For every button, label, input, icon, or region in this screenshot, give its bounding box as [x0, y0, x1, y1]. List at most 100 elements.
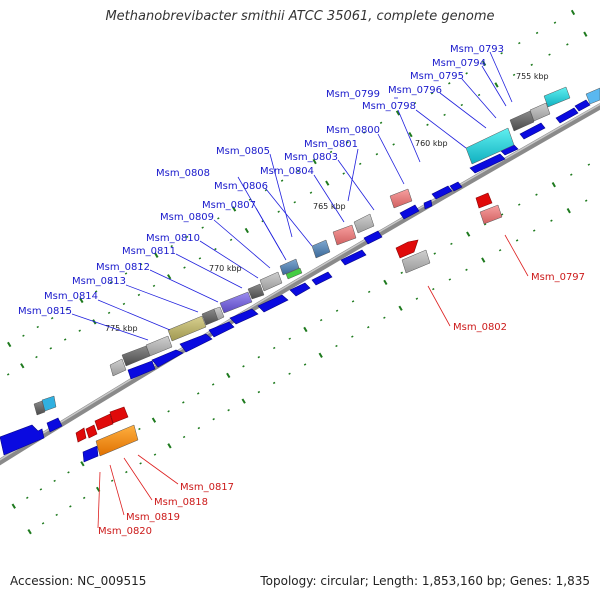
tick-mark [548, 53, 551, 56]
gene-label-msm-0799[interactable]: Msm_0799 [326, 89, 380, 100]
feature-box[interactable] [585, 87, 600, 105]
gene-arrow[interactable] [311, 271, 333, 286]
gene-arrow[interactable] [0, 424, 45, 456]
gene-label-msm-0805[interactable]: Msm_0805 [216, 146, 270, 157]
feature-box[interactable] [465, 127, 515, 165]
feature-box[interactable] [509, 110, 535, 132]
feature-box[interactable] [95, 424, 139, 457]
tick-mark [122, 302, 126, 306]
tick-mark [319, 318, 323, 322]
feature-box[interactable] [33, 400, 46, 416]
gene-arrow[interactable] [229, 308, 259, 325]
feature-box[interactable] [259, 271, 283, 292]
gene-label-msm-0806[interactable]: Msm_0806 [214, 181, 268, 192]
gene-label-msm-0795[interactable]: Msm_0795 [410, 71, 464, 82]
gene-arrow[interactable] [340, 249, 367, 266]
feature-box[interactable] [213, 306, 225, 321]
gene-arrow[interactable] [399, 204, 420, 220]
gene-label-msm-0802[interactable]: Msm_0802 [453, 322, 507, 333]
feature-box[interactable] [41, 395, 57, 412]
gene-label-msm-0813[interactable]: Msm_0813 [72, 276, 126, 287]
gene-label-msm-0801[interactable]: Msm_0801 [304, 139, 358, 150]
tick-mark [465, 72, 468, 75]
feature-box[interactable] [285, 267, 303, 280]
gene-arrow[interactable] [289, 282, 311, 297]
tick-mark [351, 300, 355, 303]
feature-box[interactable] [167, 315, 207, 342]
feature-box[interactable] [279, 258, 300, 276]
gene-label-msm-0794[interactable]: Msm_0794 [432, 58, 486, 69]
feature-box[interactable] [145, 335, 173, 357]
feature-box[interactable] [247, 283, 265, 300]
tick-mark [107, 311, 111, 315]
gene-label-msm-0814[interactable]: Msm_0814 [44, 291, 98, 302]
kbp-marker: 760 kbp [415, 139, 448, 148]
gene-label-msm-0810[interactable]: Msm_0810 [146, 233, 200, 244]
gene-label-msm-0819[interactable]: Msm_0819 [126, 512, 180, 523]
gene-arrow[interactable] [208, 321, 235, 338]
gene-label-msm-0818[interactable]: Msm_0818 [154, 497, 208, 508]
tick-mark [22, 334, 25, 337]
gene-label-msm-0815[interactable]: Msm_0815 [18, 306, 72, 317]
feature-box[interactable] [479, 204, 503, 225]
gene-label-msm-0817[interactable]: Msm_0817 [180, 482, 234, 493]
gene-label-msm-0798[interactable]: Msm_0798 [362, 101, 416, 112]
reverse-leader-lines [97, 234, 529, 529]
gene-arrow[interactable] [555, 107, 579, 124]
gene-arrow[interactable] [46, 417, 63, 433]
tick-mark [335, 309, 339, 312]
feature-box[interactable] [311, 239, 331, 259]
gene-arrow[interactable] [82, 445, 99, 463]
gene-label-msm-0796[interactable]: Msm_0796 [388, 85, 442, 96]
gene-label-msm-0820[interactable]: Msm_0820 [98, 526, 152, 537]
gene-label-msm-0800[interactable]: Msm_0800 [326, 125, 380, 136]
tick-mark [6, 373, 10, 376]
gene-label-msm-0804[interactable]: Msm_0804 [260, 166, 314, 177]
gene-arrow[interactable] [257, 294, 289, 313]
gene-label-msm-0808[interactable]: Msm_0808 [156, 168, 210, 179]
feature-box[interactable] [401, 249, 431, 274]
gene-arrow[interactable] [519, 122, 546, 140]
gene-arrow[interactable] [395, 239, 419, 259]
feature-box[interactable] [332, 224, 357, 246]
tick-mark [530, 63, 533, 66]
gene-arrow[interactable] [94, 413, 114, 431]
gene-arrow[interactable] [75, 427, 87, 443]
tick-mark [211, 383, 215, 386]
gene-arrow[interactable] [363, 230, 383, 245]
feature-box[interactable] [529, 102, 551, 122]
gene-arrow[interactable] [109, 406, 129, 424]
gene-arrow[interactable] [449, 181, 463, 192]
gene-label-msm-0811[interactable]: Msm_0811 [122, 246, 176, 257]
gene-arrow[interactable] [179, 333, 213, 353]
forward-gene-labels: Msm_0793 Msm_0794 Msm_0795 Msm_0796 Msm_… [18, 44, 504, 317]
tick-mark [570, 9, 576, 16]
gene-label-msm-0793[interactable]: Msm_0793 [450, 44, 504, 55]
tick-mark [50, 317, 54, 320]
gene-label-msm-0807[interactable]: Msm_0807 [202, 200, 256, 211]
gene-arrow[interactable] [469, 153, 506, 174]
feature-box[interactable] [219, 291, 253, 314]
feature-box[interactable] [389, 188, 413, 209]
tick-mark [242, 365, 245, 368]
gene-arrow[interactable] [85, 424, 98, 439]
feature-box[interactable] [353, 213, 375, 234]
gene-label-msm-0797[interactable]: Msm_0797 [531, 272, 585, 283]
tick-mark [272, 346, 276, 350]
gene-arrow[interactable] [574, 99, 591, 112]
gene-arrow[interactable] [151, 349, 184, 368]
gene-arrow[interactable] [475, 192, 493, 209]
feature-box[interactable] [121, 345, 151, 367]
gene-label-msm-0812[interactable]: Msm_0812 [96, 262, 150, 273]
tick-mark [79, 297, 84, 304]
tick-mark [443, 113, 446, 117]
kbp-marker: 770 kbp [209, 264, 242, 273]
tick-mark [432, 287, 435, 291]
gene-arrow[interactable] [127, 360, 156, 380]
gene-label-msm-0809[interactable]: Msm_0809 [160, 212, 214, 223]
feature-box[interactable] [109, 358, 127, 377]
gene-arrow[interactable] [431, 185, 453, 200]
gene-arrow[interactable] [423, 199, 433, 210]
gene-label-msm-0803[interactable]: Msm_0803 [284, 152, 338, 163]
feature-box[interactable] [543, 86, 571, 108]
